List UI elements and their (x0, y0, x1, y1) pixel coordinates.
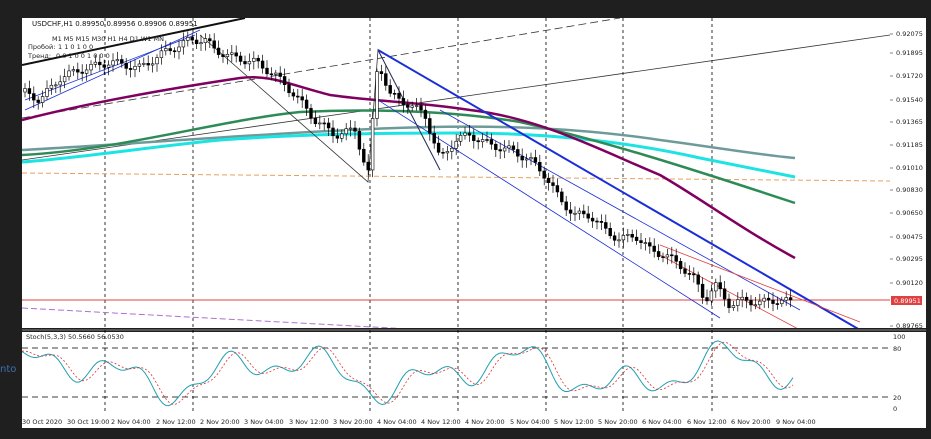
candles[interactable] (23, 31, 793, 314)
stoch-main-line[interactable] (22, 340, 794, 407)
current-price-text: 0.89951 (894, 297, 921, 305)
time-label: 3 Nov 12:00 (289, 418, 329, 426)
price-label: 0.90650 (896, 209, 923, 217)
price-label: 0.90120 (896, 279, 923, 287)
time-label: 2 Nov 20:00 (200, 418, 240, 426)
time-label: 2 Nov 04:00 (111, 418, 151, 426)
time-label: 4 Nov 12:00 (421, 418, 461, 426)
time-axis (22, 412, 926, 428)
price-label: 0.91185 (896, 141, 923, 149)
breakout-label: Пробой: (28, 43, 55, 51)
fib-level-line[interactable] (22, 172, 890, 182)
stoch-level-label: 80 (893, 345, 901, 353)
current-price-tag (891, 296, 922, 305)
price-axis[interactable] (890, 18, 926, 328)
stoch-level-label: 100 (893, 333, 905, 341)
stoch-axis (890, 332, 926, 412)
time-label: 6 Nov 20:00 (731, 418, 771, 426)
price-label: 0.92075 (896, 30, 923, 38)
time-label: 5 Nov 04:00 (510, 418, 550, 426)
stoch-level-label: 0 (893, 405, 897, 413)
black-trend-line[interactable] (22, 18, 246, 66)
stoch-label: Stoch(5,3,3) 50.5660 56.0530 (26, 333, 124, 341)
time-label: 6 Nov 04:00 (642, 418, 682, 426)
time-label: 5 Nov 20:00 (598, 418, 638, 426)
zigzag-line[interactable] (199, 34, 441, 183)
price-label: 0.91540 (896, 96, 923, 104)
stoch-axis-labels: 100 80 20 0 (893, 333, 905, 413)
price-label: 0.89765 (896, 322, 923, 330)
breakout-values: 1 1 0 1 0 0 (58, 43, 93, 51)
time-label: 3 Nov 20:00 (333, 418, 373, 426)
price-labels: 0.92075 0.91895 0.91720 0.91540 0.91365 0.911… (890, 30, 923, 330)
trend-values: 0 0 1 0 0 1 0 0 0 (56, 52, 110, 60)
price-label: 0.91720 (896, 72, 923, 80)
price-label: 0.91365 (896, 118, 923, 126)
dashed-trend-line[interactable] (22, 18, 621, 119)
price-label: 0.90295 (896, 255, 923, 263)
ma-green[interactable] (22, 109, 796, 205)
time-label: 30 Oct 19:00 (67, 418, 109, 426)
time-label: 2 Nov 12:00 (156, 418, 196, 426)
time-label: 3 Nov 04:00 (244, 418, 284, 426)
time-label: 4 Nov 04:00 (377, 418, 417, 426)
time-label: 5 Nov 12:00 (554, 418, 594, 426)
price-label: 0.90830 (896, 186, 923, 194)
time-label: 6 Nov 12:00 (687, 418, 727, 426)
main-chart-pane[interactable] (22, 18, 890, 328)
gray-trend-line[interactable] (22, 34, 890, 161)
price-label: 0.91010 (896, 164, 923, 172)
purple-dashed-line[interactable] (22, 307, 890, 355)
stoch-level-label: 20 (893, 394, 901, 402)
price-label: 0.91895 (896, 49, 923, 57)
stoch-signal-line[interactable] (22, 341, 794, 405)
ma-cyan[interactable] (22, 131, 796, 179)
time-label: 30 Oct 2020 (22, 418, 62, 426)
red-channel[interactable] (659, 244, 861, 330)
trend-label: Тренд: (27, 52, 51, 60)
time-label: 9 Nov 04:00 (776, 418, 816, 426)
price-label: 0.90475 (896, 233, 923, 241)
symbol-header: USDCHF,H1 0.89950 0.89956 0.89906 0.8995… (32, 20, 198, 28)
time-label: 4 Nov 20:00 (465, 418, 505, 426)
side-text-left: nto (0, 364, 16, 375)
timeframes-row: M1 M5 M15 M30 H1 H4 D1 W1 MN (52, 35, 164, 43)
ma-gray[interactable] (22, 125, 796, 160)
time-labels: 30 Oct 2020 30 Oct 19:00 2 Nov 04:00 2 Nov … (22, 418, 816, 426)
